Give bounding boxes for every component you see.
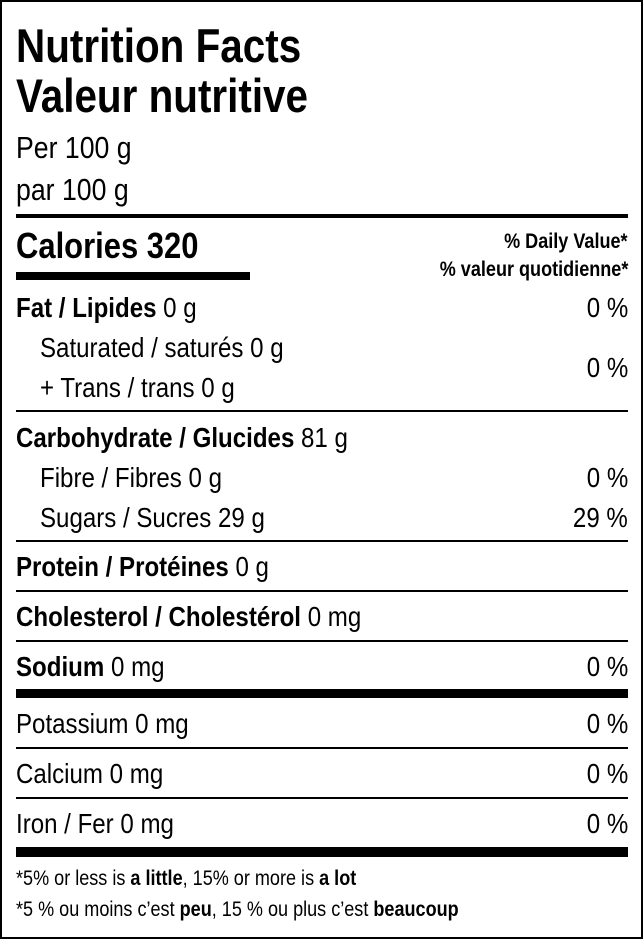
calories: Calories 320	[16, 228, 198, 264]
calcium-label: Calcium	[16, 758, 103, 789]
iron-row: Iron / Fer 0 mg	[16, 810, 174, 838]
divider	[16, 590, 628, 592]
sodium-dv: 0 %	[586, 651, 628, 682]
fibre-row: Fibre / Fibres 0 g	[40, 464, 222, 492]
footnote-emphasis: peu	[179, 898, 212, 921]
divider	[16, 410, 628, 412]
saturated-row: Saturated / saturés 0 g	[40, 334, 284, 362]
footnote-emphasis: a little	[130, 867, 183, 890]
footnote-text: , 15 % ou plus c’est	[211, 898, 374, 921]
calcium-amount: 0 mg	[109, 758, 164, 789]
cholesterol-row: Cholesterol / Cholestérol 0 mg	[16, 603, 361, 631]
footnote-text: , 15% or more is	[182, 867, 320, 890]
divider-thick	[16, 689, 628, 698]
fat-dv: 0 %	[586, 292, 628, 323]
cholesterol-label: Cholesterol / Cholestérol	[16, 601, 302, 632]
protein-label: Protein / Protéines	[16, 551, 229, 582]
trans-label: + Trans / trans	[40, 372, 195, 403]
footnote-emphasis: beaucoup	[373, 898, 459, 921]
serving-size-en: Per 100 g	[16, 130, 132, 165]
calories-label: Calories	[16, 225, 139, 266]
sugars-row: Sugars / Sucres 29 g	[40, 504, 265, 532]
divider	[16, 797, 628, 799]
trans-row: + Trans / trans 0 g	[40, 374, 235, 402]
sodium-label: Sodium	[16, 651, 105, 682]
footnote-fr: *5 % ou moins c’est peu, 15 % ou plus c’…	[16, 899, 459, 920]
potassium-label: Potassium	[16, 708, 129, 739]
sodium-row: Sodium 0 mg	[16, 653, 165, 681]
divider-thick	[16, 214, 628, 218]
saturated-trans-dv: 0 %	[586, 352, 628, 383]
calcium-dv: 0 %	[586, 758, 628, 789]
footnote-text: *5 % ou moins c’est	[16, 898, 180, 921]
daily-value-header-fr: % valeur quotidienne*	[439, 258, 628, 281]
sugars-amount: 29 g	[218, 502, 265, 533]
sugars-label: Sugars / Sucres	[40, 502, 212, 533]
daily-value-header-en: % Daily Value*	[504, 230, 628, 253]
carbohydrate-row: Carbohydrate / Glucides 81 g	[16, 424, 348, 452]
calcium-row: Calcium 0 mg	[16, 760, 163, 788]
carbohydrate-label: Carbohydrate / Glucides	[16, 422, 295, 453]
divider	[16, 640, 628, 642]
iron-dv: 0 %	[586, 808, 628, 839]
divider	[16, 540, 628, 542]
serving-size-fr: par 100 g	[16, 172, 129, 207]
footnote-emphasis: a lot	[319, 867, 357, 890]
divider-thick	[16, 847, 628, 857]
fat-row: Fat / Lipides 0 g	[16, 294, 197, 322]
potassium-row: Potassium 0 mg	[16, 710, 189, 738]
calories-value: 320	[146, 225, 199, 266]
iron-amount: 0 mg	[120, 808, 174, 839]
sugars-dv: 29 %	[573, 502, 628, 533]
iron-label: Iron / Fer	[16, 808, 114, 839]
fat-amount: 0 g	[163, 292, 197, 323]
sodium-amount: 0 mg	[110, 651, 165, 682]
potassium-dv: 0 %	[586, 708, 628, 739]
trans-amount: 0 g	[201, 372, 235, 403]
divider	[16, 747, 628, 749]
fibre-dv: 0 %	[586, 462, 628, 493]
carbohydrate-amount: 81 g	[301, 422, 348, 453]
protein-row: Protein / Protéines 0 g	[16, 553, 269, 581]
fat-label: Fat / Lipides	[16, 292, 157, 323]
footnote-text: *5% or less is	[16, 867, 131, 890]
protein-amount: 0 g	[235, 551, 269, 582]
saturated-label: Saturated / saturés	[40, 332, 244, 363]
potassium-amount: 0 mg	[135, 708, 189, 739]
footnote-en: *5% or less is a little, 15% or more is …	[16, 868, 356, 889]
title-fr: Valeur nutritive	[16, 69, 309, 122]
calories-underbar	[16, 272, 250, 280]
cholesterol-amount: 0 mg	[307, 601, 362, 632]
fibre-amount: 0 g	[188, 462, 223, 493]
saturated-amount: 0 g	[250, 332, 284, 363]
title-en: Nutrition Facts	[16, 19, 302, 72]
fibre-label: Fibre / Fibres	[40, 462, 182, 493]
